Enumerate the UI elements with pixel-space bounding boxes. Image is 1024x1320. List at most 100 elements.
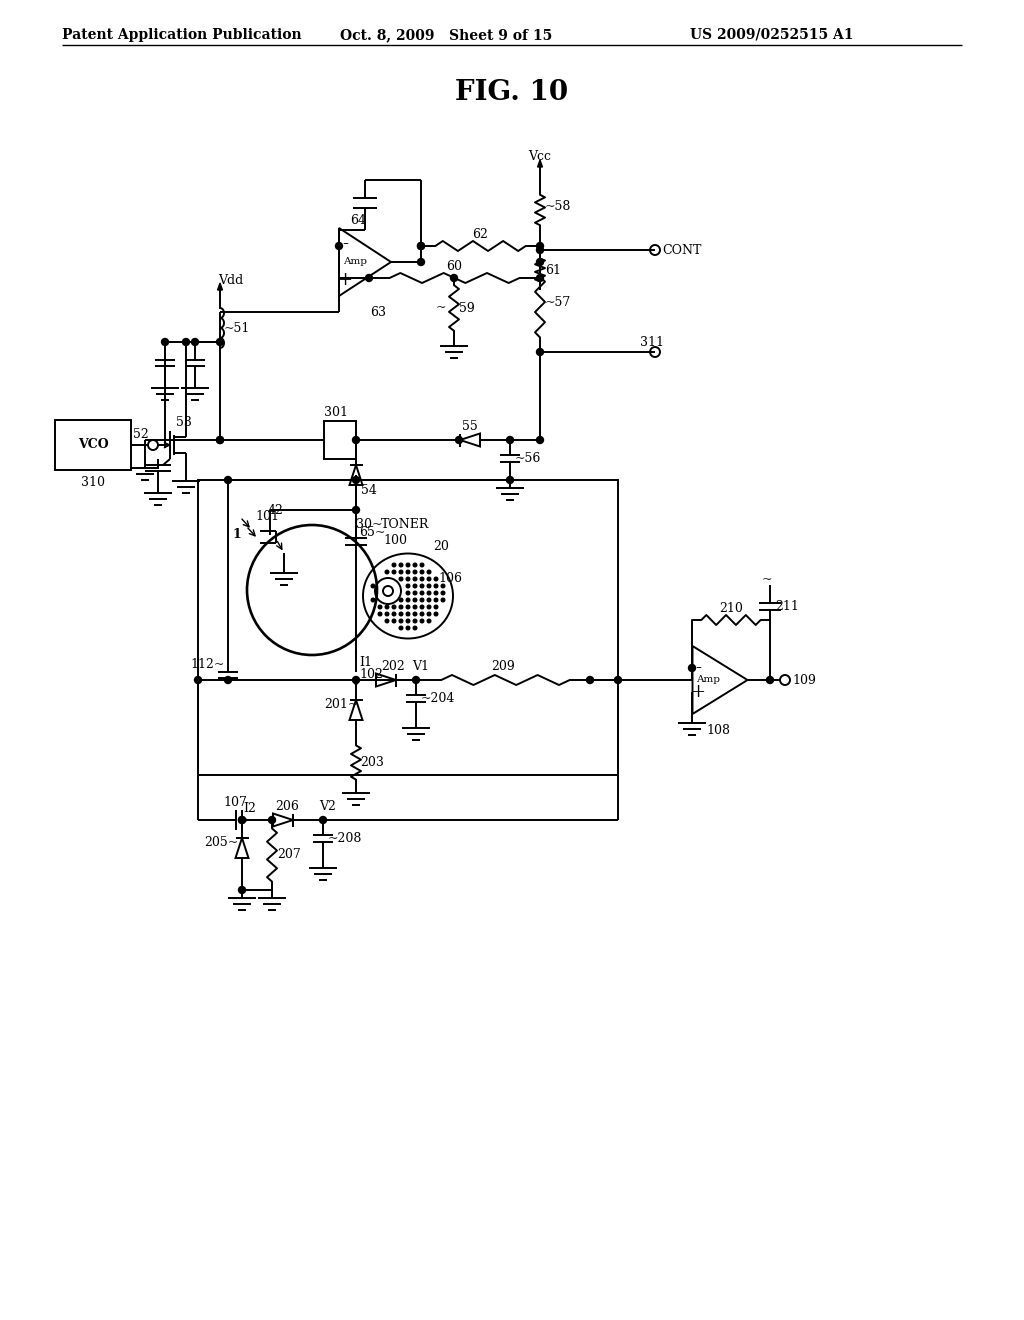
Circle shape — [268, 817, 275, 824]
Circle shape — [385, 619, 389, 623]
Text: 106: 106 — [438, 572, 462, 585]
Bar — [198, 480, 618, 775]
Text: VCO: VCO — [78, 438, 109, 451]
Circle shape — [434, 605, 438, 609]
Circle shape — [537, 243, 544, 249]
Circle shape — [537, 348, 544, 355]
Circle shape — [378, 605, 382, 609]
Circle shape — [407, 619, 410, 623]
Circle shape — [385, 570, 389, 574]
Circle shape — [352, 437, 359, 444]
Circle shape — [420, 605, 424, 609]
Text: -: - — [342, 235, 348, 253]
Circle shape — [688, 664, 695, 672]
Circle shape — [385, 612, 389, 616]
Text: 65~: 65~ — [359, 525, 385, 539]
Text: Oct. 8, 2009   Sheet 9 of 15: Oct. 8, 2009 Sheet 9 of 15 — [340, 28, 552, 42]
Text: 201~: 201~ — [324, 698, 358, 711]
Circle shape — [414, 591, 417, 595]
Circle shape — [414, 605, 417, 609]
Text: 210: 210 — [719, 602, 743, 615]
Circle shape — [414, 612, 417, 616]
Text: 42: 42 — [268, 504, 284, 517]
Circle shape — [427, 591, 431, 595]
Text: 59: 59 — [459, 301, 475, 314]
Text: ~: ~ — [436, 301, 446, 314]
Circle shape — [399, 619, 402, 623]
Circle shape — [587, 676, 594, 684]
Circle shape — [407, 585, 410, 587]
Circle shape — [414, 619, 417, 623]
Circle shape — [537, 259, 544, 265]
Polygon shape — [217, 282, 222, 290]
Text: +: + — [338, 271, 352, 289]
Circle shape — [418, 243, 425, 249]
Circle shape — [420, 585, 424, 587]
Circle shape — [407, 605, 410, 609]
Circle shape — [239, 817, 246, 824]
Text: 62: 62 — [472, 227, 488, 240]
Text: 60: 60 — [446, 260, 462, 272]
Circle shape — [407, 626, 410, 630]
Bar — [55, 420, 131, 470]
Circle shape — [420, 577, 424, 581]
Circle shape — [216, 437, 223, 444]
Bar — [324, 421, 356, 459]
Circle shape — [414, 570, 417, 574]
Text: Vcc: Vcc — [528, 150, 551, 164]
Text: ~: ~ — [762, 573, 772, 586]
Circle shape — [414, 626, 417, 630]
Text: V1: V1 — [412, 660, 429, 672]
Text: 101: 101 — [255, 511, 279, 524]
Circle shape — [371, 585, 375, 587]
Text: 209: 209 — [492, 660, 515, 672]
Text: Vdd: Vdd — [218, 273, 244, 286]
Circle shape — [420, 570, 424, 574]
Circle shape — [239, 817, 246, 824]
Circle shape — [441, 591, 444, 595]
Text: 64: 64 — [350, 214, 366, 227]
Circle shape — [182, 338, 189, 346]
Circle shape — [420, 564, 424, 566]
Circle shape — [767, 676, 773, 684]
Circle shape — [427, 585, 431, 587]
Circle shape — [407, 577, 410, 581]
Circle shape — [392, 570, 396, 574]
Circle shape — [378, 612, 382, 616]
Text: Patent Application Publication: Patent Application Publication — [62, 28, 302, 42]
Text: I2: I2 — [243, 801, 256, 814]
Circle shape — [420, 598, 424, 602]
Text: I1: I1 — [359, 656, 372, 668]
Text: 61: 61 — [545, 264, 561, 276]
Text: 53: 53 — [176, 417, 191, 429]
Text: 102: 102 — [359, 668, 383, 681]
Circle shape — [336, 243, 342, 249]
Circle shape — [224, 477, 231, 483]
Circle shape — [407, 612, 410, 616]
Circle shape — [537, 275, 544, 281]
Circle shape — [507, 437, 513, 444]
Circle shape — [366, 275, 373, 281]
Circle shape — [420, 591, 424, 595]
Circle shape — [407, 598, 410, 602]
Circle shape — [407, 564, 410, 566]
Circle shape — [451, 275, 458, 281]
Text: 30~: 30~ — [356, 519, 383, 532]
Text: 109: 109 — [792, 673, 816, 686]
Text: FIG. 10: FIG. 10 — [456, 78, 568, 106]
Circle shape — [399, 626, 402, 630]
Text: 54: 54 — [361, 483, 377, 496]
Text: 205~: 205~ — [204, 837, 239, 850]
Text: ~204: ~204 — [421, 692, 456, 705]
Circle shape — [399, 577, 402, 581]
Circle shape — [216, 437, 223, 444]
Text: 107: 107 — [223, 796, 247, 808]
Circle shape — [537, 247, 544, 253]
Text: ~58: ~58 — [545, 201, 571, 214]
Circle shape — [352, 676, 359, 684]
Text: US 2009/0252515 A1: US 2009/0252515 A1 — [690, 28, 853, 42]
Text: 112~: 112~ — [190, 659, 224, 672]
Circle shape — [420, 619, 424, 623]
Text: 311: 311 — [640, 335, 664, 348]
Circle shape — [414, 598, 417, 602]
